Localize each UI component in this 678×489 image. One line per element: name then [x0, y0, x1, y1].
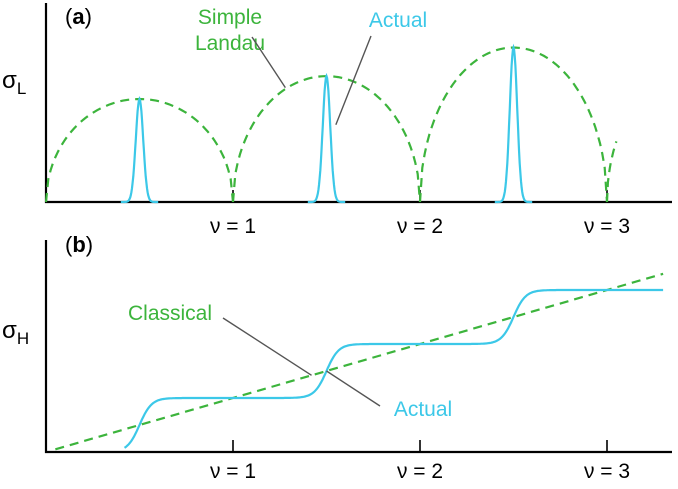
panel-b-annotation-2: Actual — [394, 398, 452, 421]
panel-a-annotation-1-leader — [251, 36, 286, 88]
panel-a-actual-peak-1 — [120, 96, 159, 204]
panel-b: (b) σH ν = 1 ν = 2 ν = 3 Classical Actual — [2, 232, 672, 483]
panel-a-x-tick-label-3: ν = 3 — [584, 215, 630, 238]
panel-b-x-tick-label-3: ν = 3 — [584, 460, 630, 483]
panel-b-classical-line — [55, 272, 664, 451]
panel-a-simple-landau-tail — [605, 141, 618, 203]
panel-a-annotation-1-line-2: Landau — [195, 32, 265, 55]
panel-b-annotation-1: Classical — [128, 302, 212, 325]
panel-b-ylabel-symbol: σ — [2, 317, 17, 344]
panel-a-label: (a) — [65, 4, 92, 29]
panel-a-ylabel: σL — [2, 67, 26, 98]
panel-b-annotation-2-leader — [326, 370, 381, 407]
panel-b-x-ticks: ν = 1 ν = 2 ν = 3 — [210, 440, 630, 483]
panel-a-simple-landau-arch-3 — [418, 46, 609, 203]
panel-a: (a) σL ν = 1 ν = 2 ν = 3 Simple Landau Actua… — [2, 3, 672, 238]
panel-a-simple-landau-arch-1 — [44, 97, 235, 203]
panel-a-annotation-2-line-1: Actual — [369, 9, 427, 32]
panel-b-axes — [44, 240, 672, 454]
panel-a-x-tick-label-1: ν = 1 — [210, 215, 256, 238]
panel-b-x-tick-label-2: ν = 2 — [397, 460, 443, 483]
panel-a-ylabel-subscript: L — [17, 79, 26, 98]
panel-a-x-ticks: ν = 1 ν = 2 ν = 3 — [210, 190, 630, 238]
panel-a-annotation-2: Actual — [369, 9, 427, 32]
panel-b-annotation-1-leader — [222, 317, 312, 376]
panel-a-annotation-1-line-1: Simple — [198, 6, 262, 29]
panel-b-letter: b — [72, 232, 85, 257]
panel-a-simple-landau-arch-2 — [231, 75, 422, 203]
panel-a-annotation-1: Simple Landau — [195, 6, 265, 55]
panel-a-series — [44, 43, 618, 204]
panel-b-actual-staircase — [123, 288, 664, 449]
panel-b-label: (b) — [65, 232, 93, 257]
panel-b-annotation-1-line-1: Classical — [128, 302, 212, 325]
panel-a-actual-peak-2 — [307, 72, 346, 204]
panel-a-x-tick-label-2: ν = 2 — [397, 215, 443, 238]
panel-a-annotation-2-leader — [335, 35, 372, 126]
panel-b-ylabel: σH — [2, 317, 29, 348]
panel-a-annotations: Simple Landau Actual — [195, 6, 427, 126]
panel-b-x-tick-label-1: ν = 1 — [210, 460, 256, 483]
panel-a-letter: a — [72, 4, 85, 29]
panel-b-annotation-2-line-1: Actual — [394, 398, 452, 421]
panel-b-series — [55, 272, 664, 451]
panel-a-ylabel-symbol: σ — [2, 67, 17, 94]
panel-b-ylabel-subscript: H — [17, 329, 29, 348]
panel-a-actual-peak-3 — [494, 43, 533, 204]
panel-b-annotations: Classical Actual — [128, 302, 452, 421]
